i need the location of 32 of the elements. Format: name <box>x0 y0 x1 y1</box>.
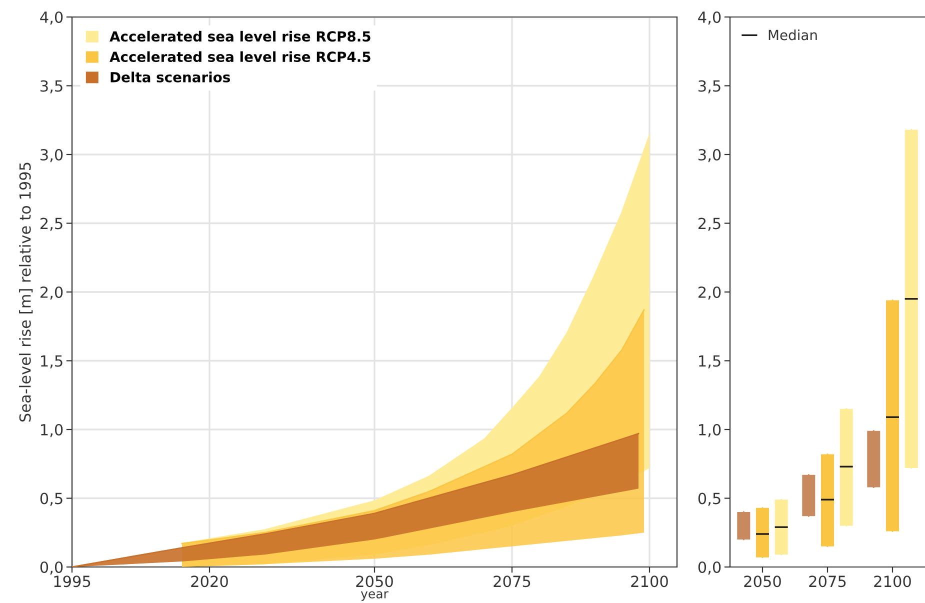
x-tick-label: 2020 <box>191 576 228 588</box>
annotation: Median <box>768 30 817 40</box>
y-tick-label: 2,5 <box>698 218 720 231</box>
y-tick-label: 3,0 <box>698 148 721 162</box>
y-tick-label: 1,0 <box>41 424 63 438</box>
y-tick-label: 3,5 <box>40 80 62 94</box>
y-tick-label: 0,0 <box>698 561 721 575</box>
y-tick-label: 4,0 <box>40 11 63 25</box>
x-tick-label: 2100 <box>874 576 911 588</box>
y-tick-label: 1,0 <box>699 424 721 438</box>
x-tick-label: 2075 <box>809 576 846 588</box>
y-tick-label: 4,0 <box>698 11 721 25</box>
y-tick-label: 3,0 <box>40 148 63 162</box>
y-tick-label: 1,5 <box>41 355 62 368</box>
legend-label: Accelerated sea level rise RCP8.5 <box>110 30 370 42</box>
legend-label: Accelerated sea level rise RCP4.5 <box>110 51 370 62</box>
y-axis-title: Sea-level rise [m] relative to 1995 <box>19 162 33 422</box>
y-tick-label: 2,5 <box>40 218 62 231</box>
y-tick-label: 2,0 <box>698 286 721 300</box>
x-tick-label: 1995 <box>54 576 90 588</box>
x-tick-label: 2075 <box>494 576 530 588</box>
y-tick-label: 0,5 <box>40 492 62 506</box>
x-tick-label: 2050 <box>356 576 393 588</box>
y-tick-label: 1,5 <box>699 355 720 368</box>
x-axis-title: year <box>360 591 388 601</box>
x-tick-label: 2050 <box>744 576 781 588</box>
y-tick-label: 0,5 <box>698 492 720 506</box>
y-tick-label: 3,5 <box>698 80 720 94</box>
legend-label: Delta scenarios <box>110 72 230 82</box>
y-tick-label: 2,0 <box>40 286 63 300</box>
y-tick-label: 0,0 <box>40 561 63 575</box>
x-tick-label: 2100 <box>631 576 668 588</box>
